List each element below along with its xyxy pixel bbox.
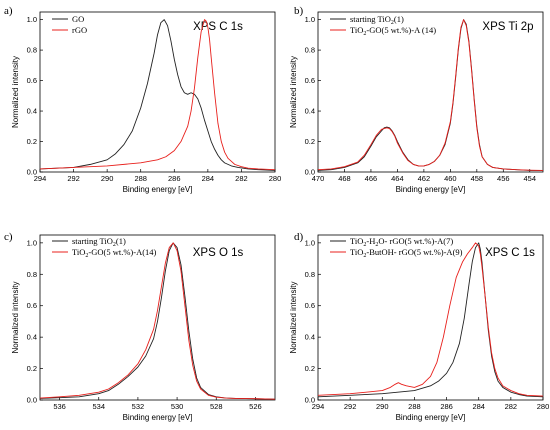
x-tick-label: 284 [472,402,485,411]
x-tick-label: 536 [53,402,66,411]
y-tick-label: 0.0 [27,168,37,177]
y-tick-label: 0.2 [27,137,37,146]
y-tick-label: 0.4 [305,107,315,116]
y-tick-label: 1.0 [27,238,37,247]
panel-label: c) [4,231,13,243]
legend-label: TiO2-GO(5 wt.%)-A(14) [72,247,157,259]
plot-frame [317,234,544,401]
y-tick-label: 0.8 [305,270,315,279]
x-axis-label: Binding energy [eV] [396,413,466,422]
series-line-1 [39,242,276,400]
x-tick-label: 294 [34,174,47,183]
series-line-2 [39,19,276,171]
panel-label: b) [294,5,304,17]
legend-label: GO [72,14,84,24]
x-tick-label: 284 [202,174,215,183]
x-tick-label: 528 [210,402,223,411]
x-axis-label: Binding energy [eV] [396,185,466,194]
x-tick-label: 460 [444,174,457,183]
x-tick-label: 458 [471,174,484,183]
y-tick-label: 0.0 [27,396,37,405]
x-tick-label: 282 [505,402,518,411]
y-tick-label: 0.4 [27,107,37,116]
panel-label: d) [294,231,304,243]
x-tick-label: 468 [338,174,351,183]
legend-label: TiO2-H2O- rGO(5 wt.%)-A(7) [350,236,453,248]
y-tick-label: 0.4 [305,333,315,342]
legend-label: starting TiO2(1) [350,14,404,26]
x-axis-label: Binding energy [eV] [123,185,193,194]
y-axis-label: Normalized intensity [11,56,20,128]
x-tick-label: 456 [497,174,510,183]
x-tick-label: 454 [524,174,537,183]
y-tick-label: 0.6 [305,76,315,85]
chart-title: XPS O 1s [193,247,244,259]
chart-title: XPS C 1s [193,21,243,33]
y-tick-label: 0.8 [27,270,37,279]
series-line-2 [317,19,544,171]
x-tick-label: 292 [67,174,80,183]
series-line-1 [39,19,276,171]
y-axis-label: Normalized intensity [11,281,20,353]
x-tick-label: 470 [312,174,325,183]
x-tick-label: 530 [171,402,184,411]
x-tick-label: 534 [92,402,105,411]
x-axis-label: Binding energy [eV] [123,413,193,422]
x-tick-label: 294 [312,402,325,411]
y-tick-label: 1.0 [27,15,37,24]
legend-label: starting TiO2(1) [72,236,126,248]
legend-label: TiO2-GO(5 wt.%)-A (14) [350,25,436,37]
chart-panel-3: 536 534 532 530 528 526 0.0 0.2 0.4 0.6 0.8 1.0 Bind… [4,231,276,422]
plot-frame [317,11,544,173]
plot-frame [39,234,276,401]
y-tick-label: 0.6 [305,301,315,310]
y-tick-label: 0.4 [27,333,37,342]
y-tick-label: 0.2 [305,137,315,146]
legend-label: TiO2-ButOH- rGO(5 wt.%)-A(9) [350,247,463,259]
y-tick-label: 0.0 [305,396,315,405]
y-tick-label: 0.8 [305,46,315,55]
y-tick-label: 0.2 [305,364,315,373]
chart-title: XPS Ti 2p [482,21,533,33]
y-axis-label: Normalized intensity [289,56,298,128]
y-tick-label: 0.6 [27,301,37,310]
x-tick-label: 288 [408,402,421,411]
y-tick-label: 0.6 [27,76,37,85]
x-tick-label: 462 [418,174,431,183]
x-tick-label: 286 [440,402,453,411]
x-tick-label: 288 [134,174,147,183]
plot-frame [39,11,276,173]
x-tick-label: 526 [249,402,262,411]
panel-label: a) [4,5,13,17]
x-tick-label: 286 [168,174,181,183]
x-tick-label: 290 [101,174,114,183]
x-tick-label: 464 [391,174,404,183]
legend-label: rGO [72,25,87,35]
series-line-2 [39,242,276,400]
y-axis-label: Normalized intensity [289,281,298,353]
y-tick-label: 0.2 [27,364,37,373]
series-line-1 [317,242,544,398]
y-tick-label: 1.0 [305,238,315,247]
x-tick-label: 290 [376,402,389,411]
x-tick-label: 292 [344,402,357,411]
series-line-1 [317,19,543,171]
x-tick-label: 280 [269,174,282,183]
y-tick-label: 0.8 [27,46,37,55]
x-tick-label: 280 [537,402,550,411]
chart-panel-2: 470 468 466 464 462 460 458 456 454 0.0 0.2 0.4 0.6 0… [289,5,544,194]
chart-title: XPS C 1s [485,247,535,259]
chart-panel-4: 294 292 290 288 286 284 282 280 0.0 0.2 0.4 0.6 0.8 1… [289,231,549,422]
chart-panel-1: 294 292 290 288 286 284 282 280 0.0 0.2 0.4 0.6 0.8 1… [4,5,281,194]
y-tick-label: 0.0 [305,168,315,177]
series-line-2 [317,242,544,397]
x-tick-label: 532 [132,402,145,411]
x-tick-label: 282 [235,174,248,183]
y-tick-label: 1.0 [305,15,315,24]
x-tick-label: 466 [365,174,378,183]
